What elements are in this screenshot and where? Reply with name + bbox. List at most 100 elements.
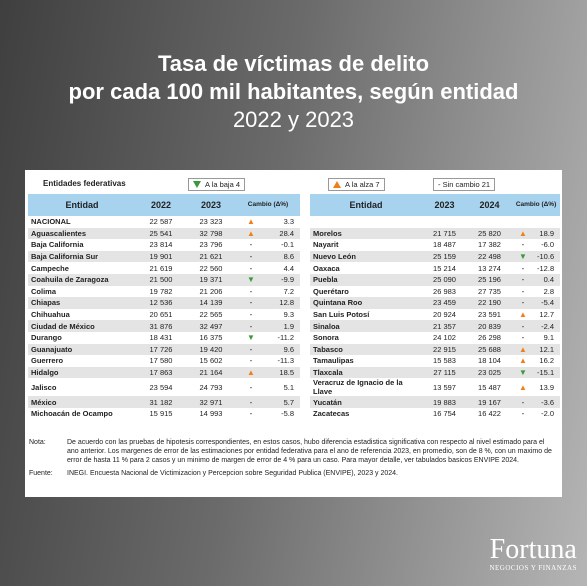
table-row: Coahuila de Zaragoza 21 500 19 371 ▼ -9.9 Pue… (28, 273, 561, 286)
value: 15 915 (149, 409, 173, 419)
entity: México (28, 396, 136, 408)
entity: Morelos (310, 227, 423, 240)
empty-cell (512, 216, 534, 228)
trend: - (521, 240, 525, 250)
value: 23 594 (149, 382, 173, 392)
entity: Durango (31, 333, 62, 343)
value: 23 323 (199, 217, 223, 227)
trend: - (236, 250, 266, 263)
trend: - (521, 409, 525, 419)
spacer (300, 308, 311, 321)
entity: Tabasco (310, 343, 423, 356)
table-row: Hidalgo 17 863 21 164 ▲ 18.5 Tlaxcala 27 115 23… (28, 366, 561, 379)
spacer (300, 273, 311, 286)
change: -2.0 (541, 409, 555, 419)
entity: Nuevo León (310, 250, 423, 263)
change: -3.6 (534, 396, 561, 408)
entity: Campeche (31, 263, 69, 273)
column-header: Entidad (310, 194, 423, 216)
value: 31 876 (136, 320, 186, 332)
value: 19 901 (136, 250, 186, 263)
entity: Sonora (313, 333, 339, 343)
column-header: Entidad (28, 194, 136, 216)
change: 16.2 (539, 356, 555, 366)
value: 25 159 (422, 250, 468, 263)
value: 19 167 (467, 396, 513, 408)
trend: ▲ (247, 217, 255, 227)
value: 22 560 (199, 263, 223, 273)
table-row: Guanajuato 17 726 19 420-9.6 Tabasco 22 915 2… (28, 343, 561, 356)
entity: Michoacán de Ocampo (31, 409, 113, 419)
table-row: Ciudad de México 31 876 32 497-1.9 Sinaloa 2… (28, 320, 561, 332)
value: 12 536 (136, 297, 186, 309)
trend: - (249, 240, 253, 250)
value: 20 651 (149, 310, 173, 320)
column-header: 2023 (186, 194, 236, 216)
entity: Colima (31, 286, 57, 296)
change: 4.4 (283, 263, 295, 273)
value: 32 497 (186, 320, 236, 332)
change: -9.9 (266, 273, 301, 286)
entity: Quintana Roo (310, 297, 423, 309)
trend: - (236, 297, 266, 309)
value: 15 214 (433, 263, 456, 273)
table-row: Michoacán de Ocampo 15 915 14 993 - -5.8 Zaca… (28, 407, 560, 420)
spacer (300, 216, 311, 228)
value: 15 602 (199, 356, 223, 366)
trend: ▲ (512, 227, 535, 240)
value: 23 796 (199, 240, 223, 250)
value: 21 500 (136, 273, 186, 286)
table-row: Jalisco 23 594 24 793 - 5.1 Veracruz de Ignac… (28, 378, 560, 397)
entity: Oaxaca (313, 263, 340, 273)
legend-up: A la alza 7 (328, 178, 385, 191)
value: 14 139 (186, 297, 236, 309)
trend: - (236, 320, 266, 332)
trend: - (521, 333, 525, 343)
spacer (300, 343, 311, 356)
source-text: INEGI. Encuesta Nacional de Victimizacio… (67, 470, 398, 477)
change: 7.2 (283, 286, 295, 296)
change: -0.1 (281, 240, 295, 250)
value: 17 863 (136, 366, 186, 379)
change: 12.1 (534, 343, 561, 356)
entity: Sinaloa (310, 320, 423, 332)
value: 25 820 (467, 227, 513, 240)
value: 26 298 (478, 333, 501, 343)
entity: Querétaro (313, 286, 349, 296)
value: 22 498 (467, 250, 513, 263)
trend: - (249, 263, 253, 273)
change: 5.7 (266, 396, 301, 408)
entity: Chiapas (28, 297, 136, 309)
value: 14 993 (199, 409, 223, 419)
change: -15.1 (534, 366, 561, 379)
entity: Tamaulipas (313, 356, 354, 366)
spacer (300, 227, 311, 240)
value: 21 715 (422, 227, 468, 240)
value: 25 090 (422, 273, 468, 286)
value: 21 621 (186, 250, 236, 263)
value: 27 735 (478, 286, 501, 296)
spacer (300, 285, 311, 298)
entity: Nayarit (313, 240, 339, 250)
entity: San Luis Potosí (313, 310, 370, 320)
note-text: De acuerdo con las pruebas de hipotesis … (67, 439, 552, 464)
value: 18 487 (433, 240, 456, 250)
value: 22 587 (149, 217, 173, 227)
trend: - (521, 286, 525, 296)
trend: ▲ (512, 343, 535, 356)
table-row: Baja California Sur 19 901 21 621-8.6 Nuevo… (28, 250, 561, 263)
value: 32 971 (186, 396, 236, 408)
trend: - (521, 263, 525, 273)
value: 24 793 (199, 382, 223, 392)
entity: Baja California Sur (28, 250, 136, 263)
column-header: 2022 (136, 194, 186, 216)
value: 19 371 (186, 273, 236, 286)
value: 27 115 (422, 366, 468, 379)
value: 17 382 (478, 240, 501, 250)
value: 24 102 (433, 333, 456, 343)
trend: - (249, 286, 253, 296)
trend: - (512, 297, 535, 309)
data-table: Entidad 2022 2023 Cambio (Δ%) Entidad 2023 202… (28, 194, 561, 420)
legend-down: A la baja 4 (188, 178, 246, 191)
value: 16 422 (478, 409, 501, 419)
